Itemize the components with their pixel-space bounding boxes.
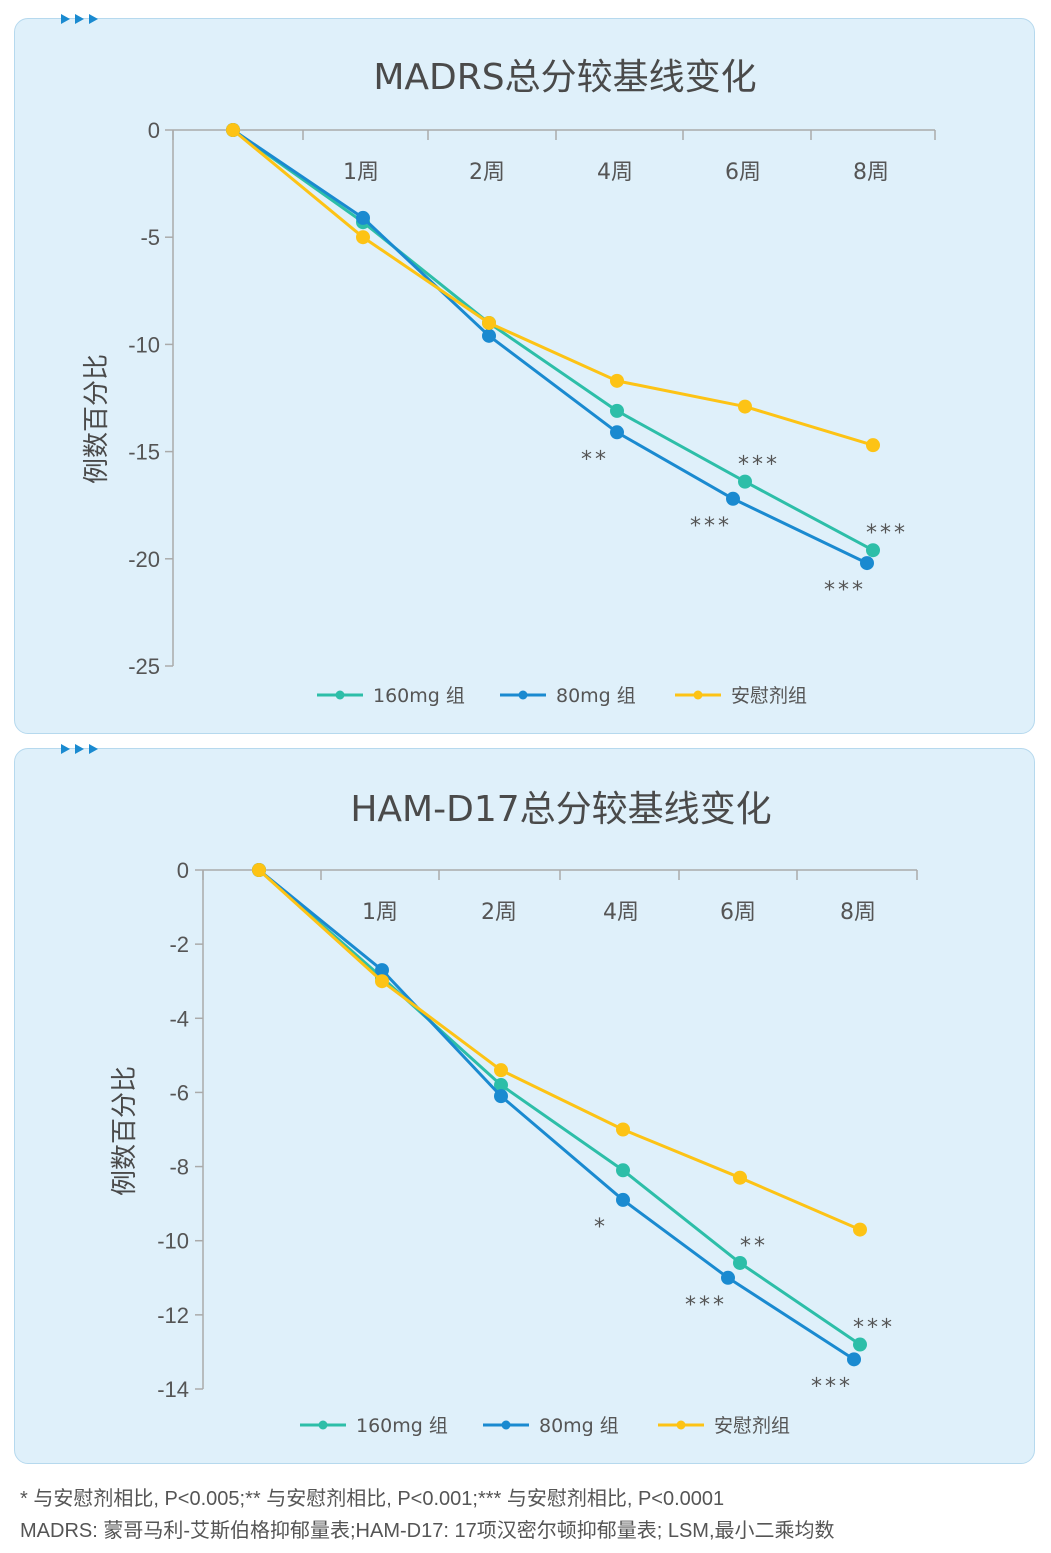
y-tick-label: -10	[128, 332, 160, 357]
arrow-marker-icon	[61, 14, 98, 24]
y-axis-label: 例数百分比	[110, 1066, 140, 1196]
chart-title: MADRS总分较基线变化	[373, 57, 756, 98]
x-tick-label: 6周	[720, 900, 756, 925]
x-tick-label: 8周	[840, 900, 876, 925]
data-point-80	[610, 425, 624, 440]
madrs-chart-panel: MADRS总分较基线变化例数百分比 0 -5 -10 -15 -20 -25 1周 2周 4周 6周…	[14, 14, 1035, 734]
x-tick-label: 4周	[597, 160, 633, 185]
y-axis-label: 例数百分比	[82, 354, 112, 484]
significance-marker: ***	[824, 578, 866, 603]
significance-marker: ***	[866, 521, 908, 546]
x-tick-label: 1周	[343, 160, 379, 185]
significance-marker: ***	[738, 453, 780, 478]
legend-marker-160	[318, 1420, 328, 1430]
data-point-80	[375, 963, 389, 978]
chart-title: HAM-D17总分较基线变化	[350, 789, 771, 830]
data-point-placebo	[853, 1222, 867, 1237]
legend-label-placebo: 安慰剂组	[731, 685, 807, 707]
significance-marker: ***	[690, 514, 732, 539]
y-tick-label: -6	[169, 1080, 189, 1105]
abbreviation-footnote: MADRS: 蒙哥马利-艾斯伯格抑郁量表;HAM-D17: 17项汉密尔顿抑郁量…	[20, 1520, 835, 1542]
data-point-placebo	[616, 1122, 630, 1137]
data-point-80	[721, 1270, 735, 1285]
data-point-placebo	[610, 373, 624, 388]
series-line-160	[258, 868, 861, 1346]
data-point-160	[853, 1337, 867, 1352]
y-tick-label: -5	[140, 225, 160, 250]
data-point-80	[616, 1192, 630, 1207]
x-tick-label: 2周	[469, 160, 505, 185]
data-point-160	[494, 1078, 508, 1093]
legend-marker-160	[335, 690, 345, 700]
data-point-placebo	[482, 315, 496, 330]
y-tick-label: 0	[177, 858, 189, 883]
legend-label-placebo: 安慰剂组	[714, 1415, 790, 1437]
data-point-160	[616, 1163, 630, 1178]
y-tick-label: -12	[157, 1303, 189, 1328]
data-point-160	[738, 474, 752, 489]
significance-footnote: * 与安慰剂相比, P<0.005;** 与安慰剂相比, P<0.001;***…	[20, 1488, 725, 1510]
data-point-placebo	[226, 123, 240, 137]
arrow-marker-icon	[61, 744, 98, 754]
hamd17-chart-panel: HAM-D17总分较基线变化例数百分比 0 -2 -4 -6 -8 -10 -12 -14 1周 2…	[14, 744, 1035, 1464]
y-tick-label: -15	[128, 440, 160, 465]
data-point-placebo	[866, 438, 880, 453]
legend-label-160: 160mg 组	[373, 685, 465, 707]
data-point-160	[866, 543, 880, 558]
y-tick-label: -2	[169, 932, 189, 957]
y-tick-label: -10	[157, 1229, 189, 1254]
series-line-placebo	[232, 128, 874, 447]
significance-marker: **	[581, 447, 609, 472]
legend-label-80: 80mg 组	[539, 1415, 619, 1437]
data-point-80	[860, 556, 874, 571]
data-point-160	[610, 403, 624, 418]
significance-marker: ***	[685, 1293, 727, 1318]
data-point-80	[494, 1089, 508, 1104]
series-line-80	[232, 128, 868, 565]
series-line-80	[258, 868, 855, 1361]
data-point-placebo	[494, 1063, 508, 1078]
significance-marker: ***	[853, 1316, 895, 1341]
data-point-80	[726, 491, 740, 506]
data-point-80	[482, 328, 496, 343]
significance-marker: *	[594, 1215, 608, 1240]
legend-marker-placebo	[693, 690, 703, 700]
series-line-160	[232, 128, 874, 552]
data-point-80	[356, 210, 370, 225]
y-tick-label: 0	[148, 118, 160, 143]
y-tick-label: -4	[169, 1006, 189, 1031]
legend-label-80: 80mg 组	[556, 685, 636, 707]
legend-label-160: 160mg 组	[356, 1415, 448, 1437]
x-tick-label: 2周	[481, 900, 517, 925]
data-point-placebo	[356, 230, 370, 245]
data-point-placebo	[252, 863, 266, 877]
data-point-placebo	[375, 974, 389, 989]
x-tick-label: 1周	[362, 900, 398, 925]
data-point-placebo	[733, 1170, 747, 1185]
x-tick-label: 8周	[853, 160, 889, 185]
series-line-placebo	[257, 868, 861, 1231]
x-tick-label: 6周	[725, 160, 761, 185]
significance-marker: ***	[811, 1374, 853, 1399]
data-point-160	[733, 1255, 747, 1270]
data-point-placebo	[738, 399, 752, 414]
legend-marker-80	[518, 690, 528, 700]
significance-marker: **	[740, 1234, 768, 1259]
legend-marker-placebo	[676, 1420, 686, 1430]
y-tick-label: -20	[128, 547, 160, 572]
y-tick-label: -14	[157, 1377, 189, 1402]
data-point-80	[847, 1352, 861, 1367]
y-tick-label: -25	[128, 654, 160, 679]
x-tick-label: 4周	[603, 900, 639, 925]
legend-marker-80	[501, 1420, 511, 1430]
y-tick-label: -8	[169, 1155, 189, 1180]
